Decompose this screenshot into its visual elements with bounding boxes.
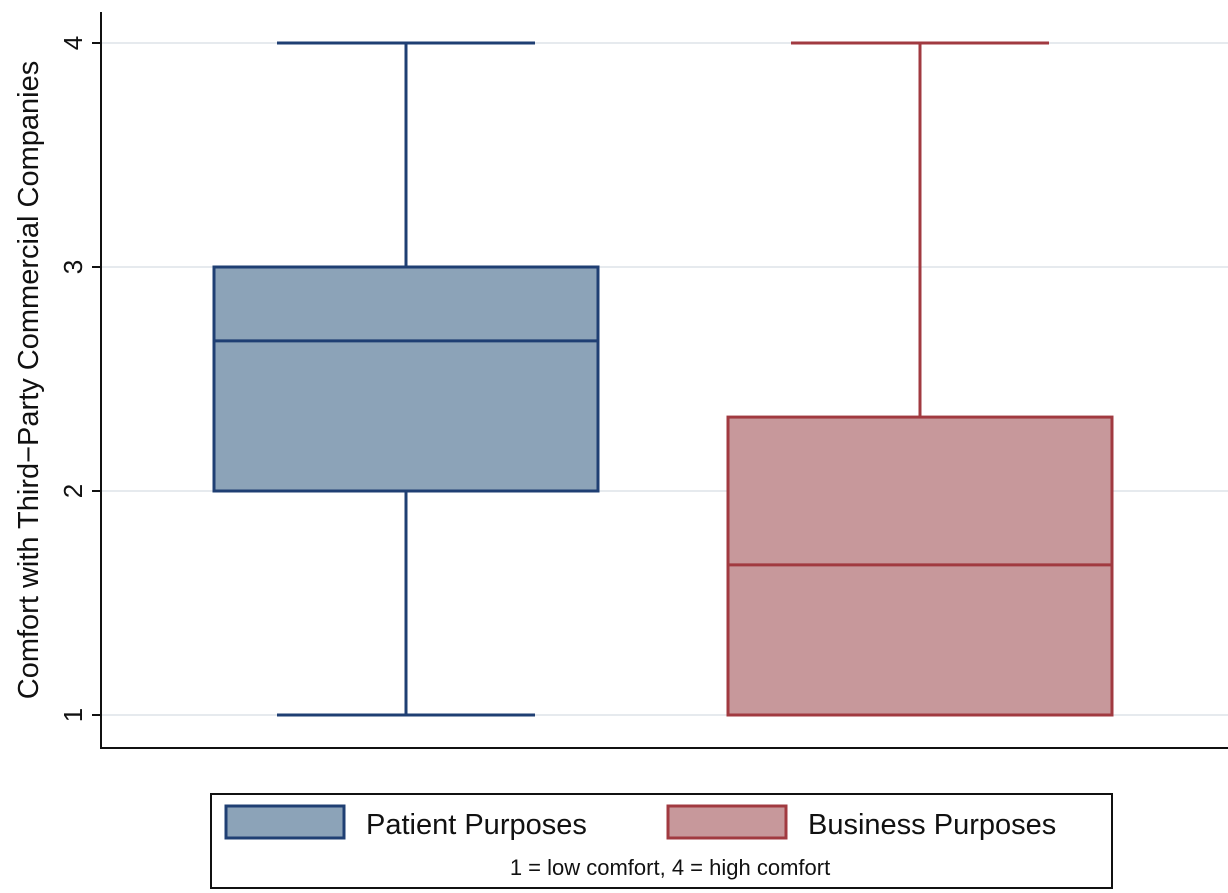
legend-frame [210, 793, 1113, 889]
legend: Patient Purposes Business Purposes 1 = lo… [210, 793, 1113, 889]
y-tick-label: 1 [58, 708, 88, 722]
legend-items: Patient Purposes Business Purposes [224, 804, 1056, 841]
axes [100, 12, 1228, 749]
legend-label: Business Purposes [808, 809, 1056, 841]
y-tick-group: 1 2 3 4 [58, 36, 101, 722]
y-tick-label: 4 [58, 36, 88, 50]
y-axis-label: Comfort with Third−Party Commercial Comp… [13, 61, 45, 699]
box-plot-series [212, 41, 1114, 717]
y-tick-label: 2 [58, 484, 88, 498]
box-1 [212, 41, 600, 717]
y-tick-label: 3 [58, 260, 88, 274]
legend-swatch [666, 804, 788, 840]
iqr-box [212, 265, 600, 493]
legend-note: 1 = low comfort, 4 = high comfort [510, 855, 830, 880]
legend-swatch [224, 804, 346, 840]
box-2 [726, 41, 1114, 717]
legend-label: Patient Purposes [366, 809, 587, 841]
